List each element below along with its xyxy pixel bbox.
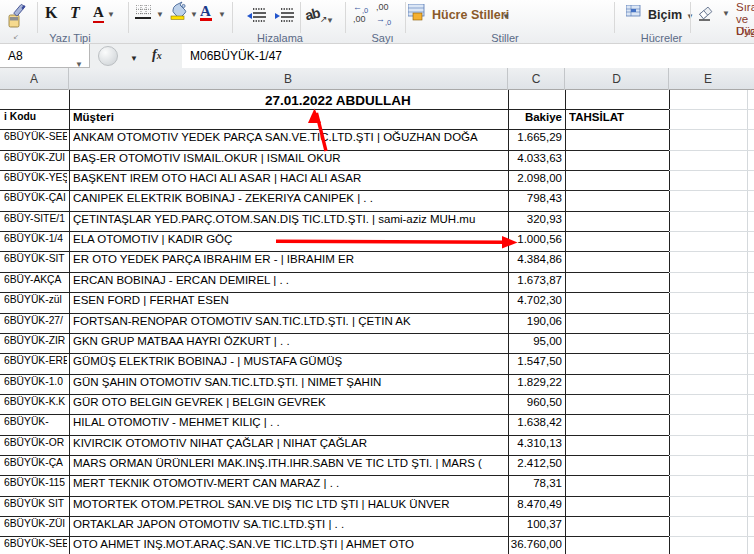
svg-text:A: A (200, 3, 211, 19)
